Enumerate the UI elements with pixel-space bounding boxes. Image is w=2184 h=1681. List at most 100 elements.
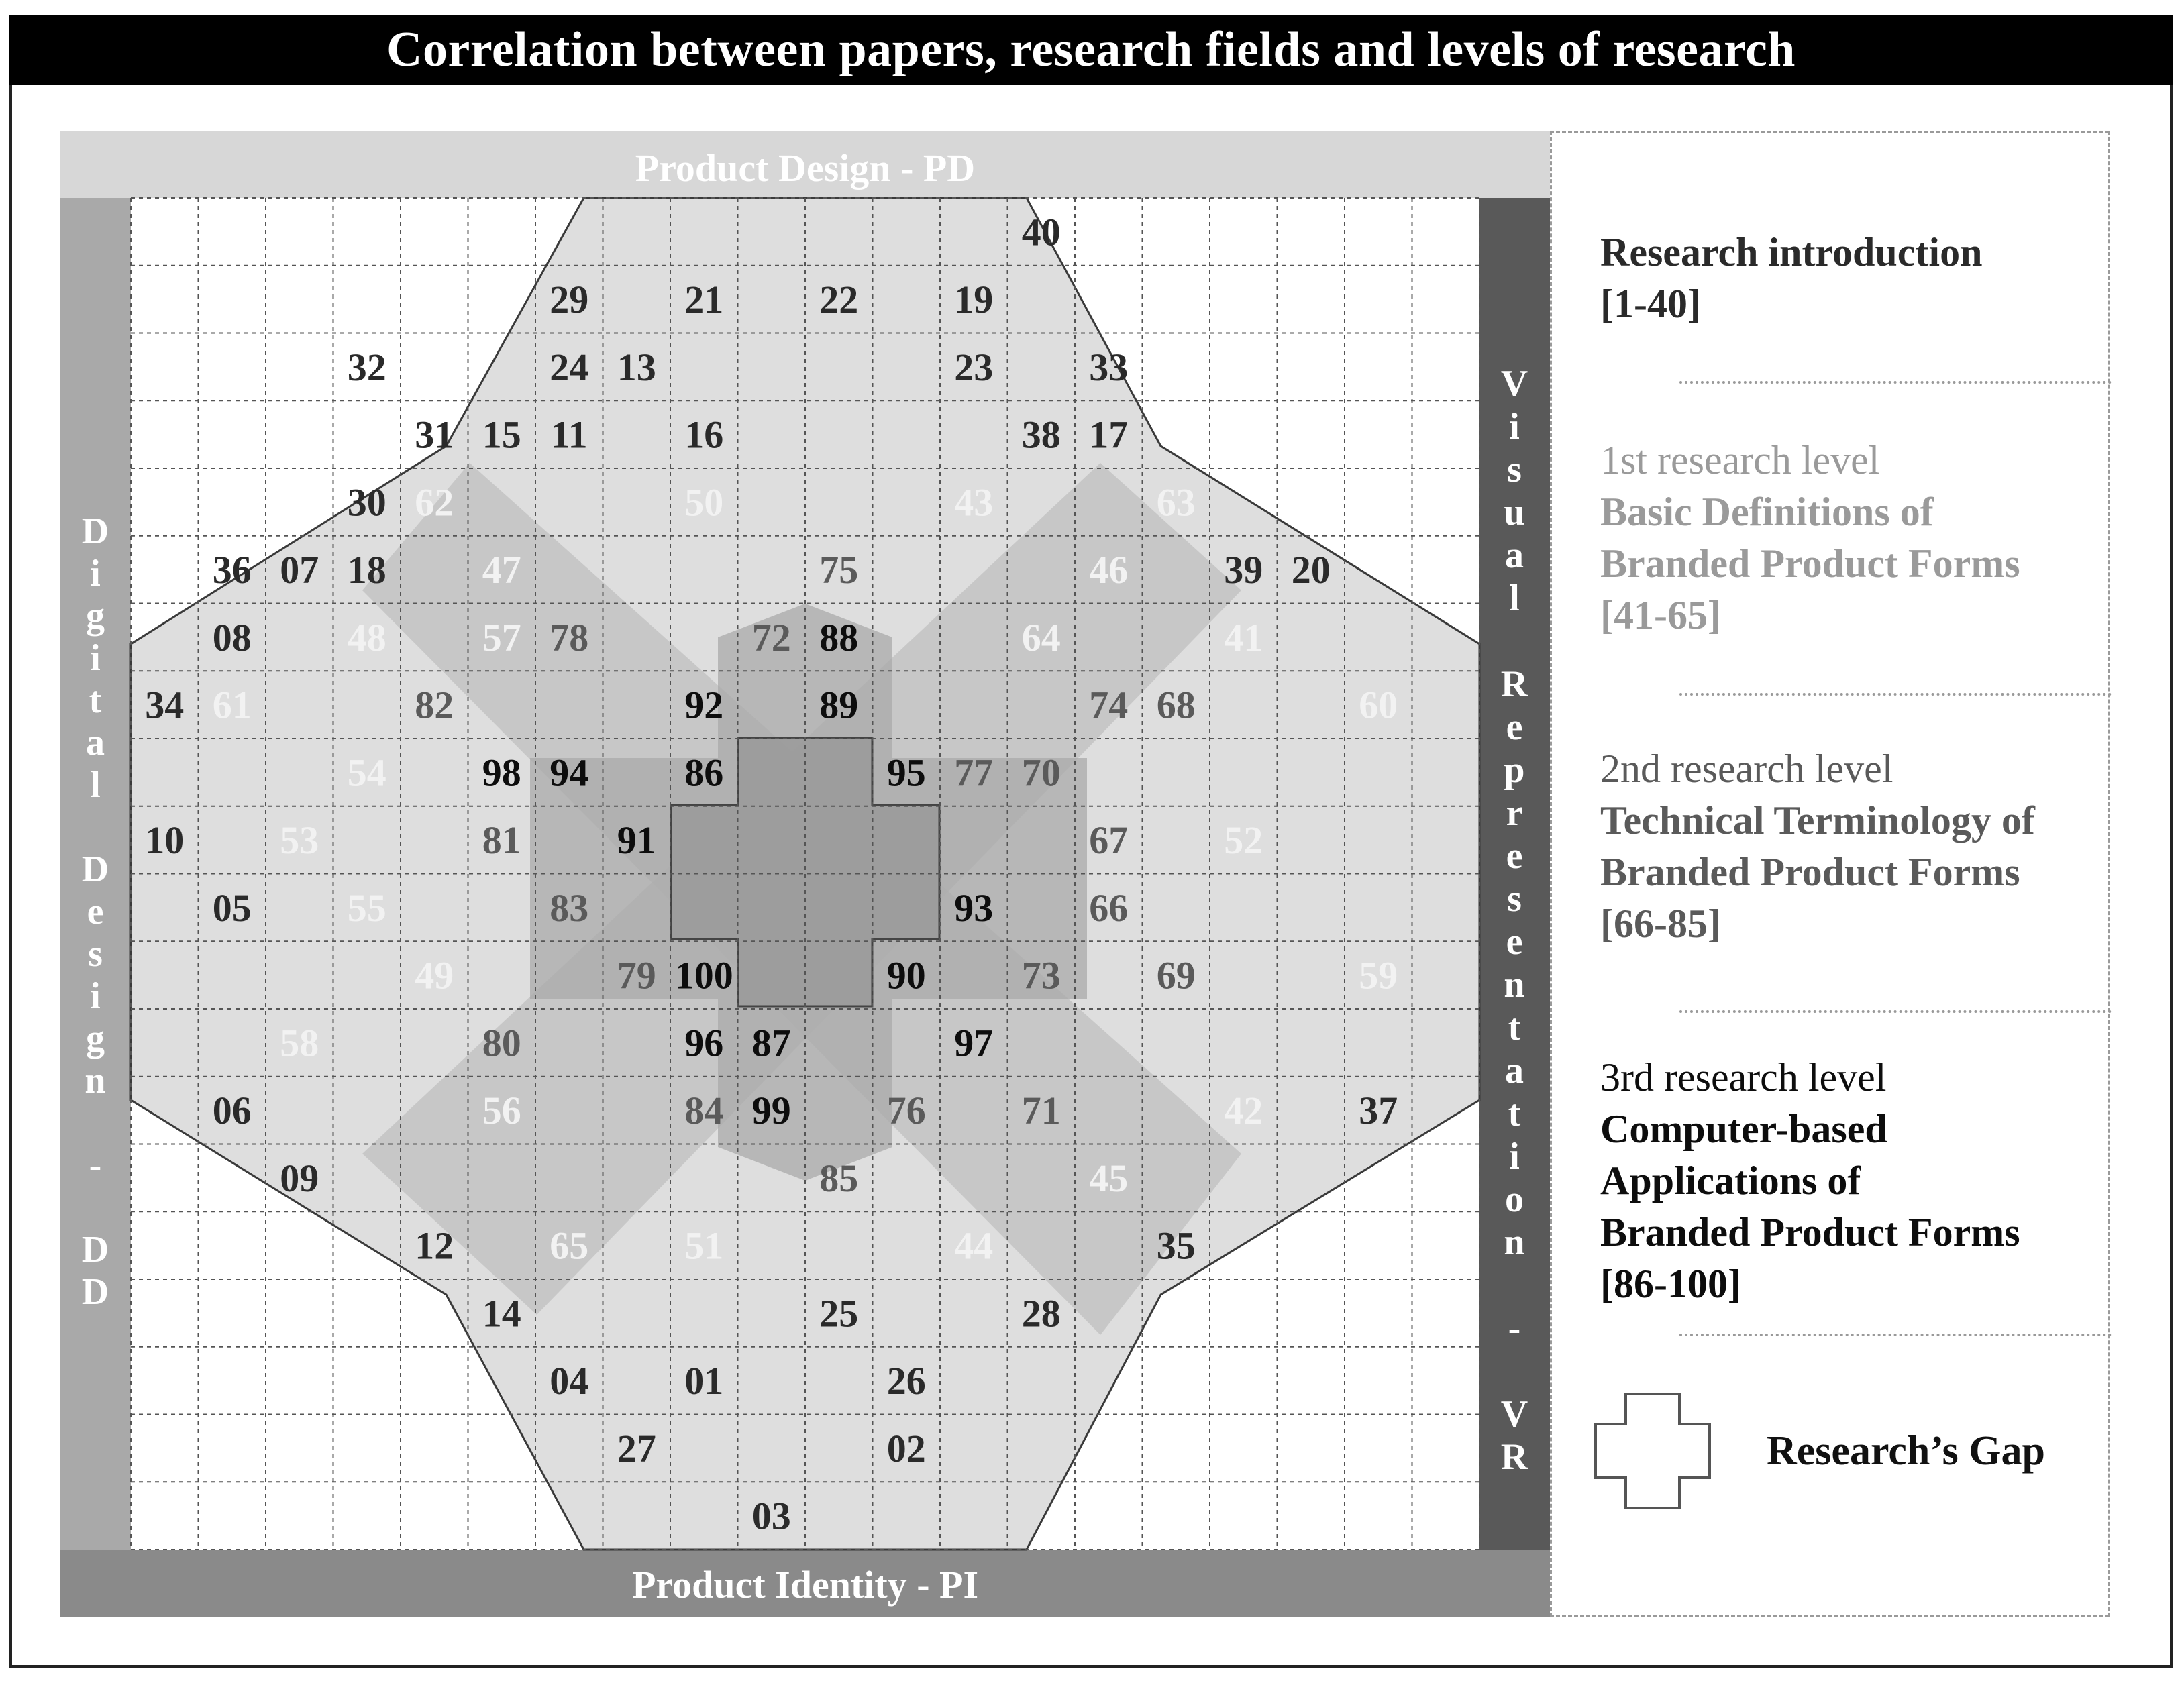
- field-label-letter: D: [82, 1229, 109, 1270]
- paper-label: 96: [684, 1021, 723, 1065]
- field-label-letter: i: [1509, 406, 1520, 447]
- paper-label: 21: [684, 278, 723, 321]
- paper-label: 41: [1224, 616, 1263, 659]
- paper-label: 78: [550, 616, 588, 659]
- paper-label: 25: [819, 1291, 858, 1335]
- field-label-letter: -: [1508, 1307, 1521, 1349]
- paper-label: 72: [752, 616, 791, 659]
- cross-outline-icon: [1594, 1393, 1711, 1509]
- legend-level3-line3: Branded Product Forms: [1600, 1210, 2020, 1254]
- legend: Research introduction [1-40] 1st researc…: [1550, 131, 2112, 1617]
- paper-label: 75: [819, 548, 858, 592]
- paper-label: 13: [617, 345, 656, 389]
- paper-label: 44: [954, 1224, 993, 1268]
- paper-label: 12: [415, 1224, 454, 1268]
- legend-level2-title: 2nd research level: [1600, 747, 1893, 791]
- band-left: [60, 198, 131, 1550]
- paper-label: 23: [954, 345, 993, 389]
- paper-label: 26: [887, 1359, 926, 1403]
- paper-label: 02: [887, 1427, 926, 1470]
- paper-label: 14: [482, 1291, 521, 1335]
- paper-label: 33: [1089, 345, 1128, 389]
- paper-label: 37: [1359, 1089, 1398, 1132]
- paper-label: 29: [550, 278, 588, 321]
- field-label-letter: a: [1505, 535, 1524, 576]
- legend-level1-title: 1st research level: [1600, 438, 1880, 482]
- legend-level1-line1: Basic Definitions of: [1600, 490, 1934, 534]
- field-label-letter: t: [89, 680, 102, 721]
- paper-label: 69: [1157, 954, 1196, 997]
- field-label-letter: t: [1508, 1007, 1521, 1048]
- field-label-letter: u: [1504, 492, 1524, 533]
- paper-label: 61: [213, 684, 252, 727]
- field-label-letter: R: [1501, 663, 1528, 705]
- paper-label: 18: [348, 548, 386, 592]
- paper-label: 36: [213, 548, 252, 592]
- field-label-letter: g: [86, 1018, 105, 1059]
- paper-label: 87: [752, 1021, 791, 1065]
- field-label-letter: i: [90, 553, 101, 594]
- legend-level1-line2: Branded Product Forms: [1600, 541, 2020, 586]
- paper-label: 30: [348, 480, 386, 524]
- paper-label: 65: [550, 1224, 588, 1268]
- paper-label: 90: [887, 954, 926, 997]
- paper-label: 66: [1089, 886, 1128, 930]
- paper-label: 83: [550, 886, 588, 930]
- paper-label: 59: [1359, 954, 1398, 997]
- legend-intro-label: Research introduction: [1600, 230, 1983, 274]
- paper-label: 63: [1157, 480, 1196, 524]
- paper-label: 27: [617, 1427, 656, 1470]
- figure-title: Correlation between papers, research fie…: [9, 15, 2173, 85]
- paper-label: 49: [415, 954, 454, 997]
- paper-label: 06: [213, 1089, 252, 1132]
- field-label-letter: n: [1504, 964, 1524, 1006]
- legend-level2-range: [66-85]: [1600, 902, 1721, 946]
- legend-level3-title: 3rd research level: [1600, 1055, 1887, 1099]
- field-label-letter: e: [1506, 835, 1523, 877]
- legend-introduction: Research introduction [1-40]: [1600, 227, 1982, 330]
- paper-label: 84: [684, 1089, 723, 1132]
- paper-label: 88: [819, 616, 858, 659]
- paper-label: 40: [1022, 210, 1061, 254]
- paper-label: 60: [1359, 684, 1398, 727]
- paper-label: 48: [348, 616, 386, 659]
- band-top: [60, 131, 1550, 198]
- paper-label: 35: [1157, 1224, 1196, 1268]
- paper-label: 71: [1022, 1089, 1061, 1132]
- paper-label: 55: [348, 886, 386, 930]
- paper-label: 50: [684, 480, 723, 524]
- paper-label: 16: [684, 413, 723, 457]
- field-label-letter: t: [1508, 1093, 1521, 1134]
- paper-label: 17: [1089, 413, 1128, 457]
- paper-label: 76: [887, 1089, 926, 1132]
- field-label-letter: r: [1506, 792, 1523, 834]
- field-label-letter: e: [1506, 921, 1523, 963]
- paper-label: 39: [1224, 548, 1263, 592]
- paper-label: 94: [550, 751, 588, 794]
- field-label-letter: e: [1506, 706, 1523, 748]
- paper-label: 08: [213, 616, 252, 659]
- paper-label: 34: [145, 684, 184, 727]
- paper-label: 85: [819, 1156, 858, 1200]
- paper-label: 77: [954, 751, 993, 794]
- paper-label: 09: [280, 1156, 319, 1200]
- paper-label: 74: [1089, 684, 1128, 727]
- paper-label: 98: [482, 751, 521, 794]
- paper-label: 45: [1089, 1156, 1128, 1200]
- paper-label: 31: [415, 413, 454, 457]
- paper-label: 62: [415, 480, 454, 524]
- field-label-letter: V: [1501, 363, 1528, 404]
- paper-label: 04: [550, 1359, 588, 1403]
- field-label-letter: a: [86, 722, 105, 763]
- paper-label: 10: [145, 818, 184, 862]
- paper-label: 67: [1089, 818, 1128, 862]
- paper-label: 01: [684, 1359, 723, 1403]
- field-label-letter: V: [1501, 1393, 1528, 1435]
- paper-label: 57: [482, 616, 521, 659]
- paper-label: 100: [675, 954, 733, 997]
- paper-label: 68: [1157, 684, 1196, 727]
- legend-research-gap: Research’s Gap: [1592, 1391, 2102, 1525]
